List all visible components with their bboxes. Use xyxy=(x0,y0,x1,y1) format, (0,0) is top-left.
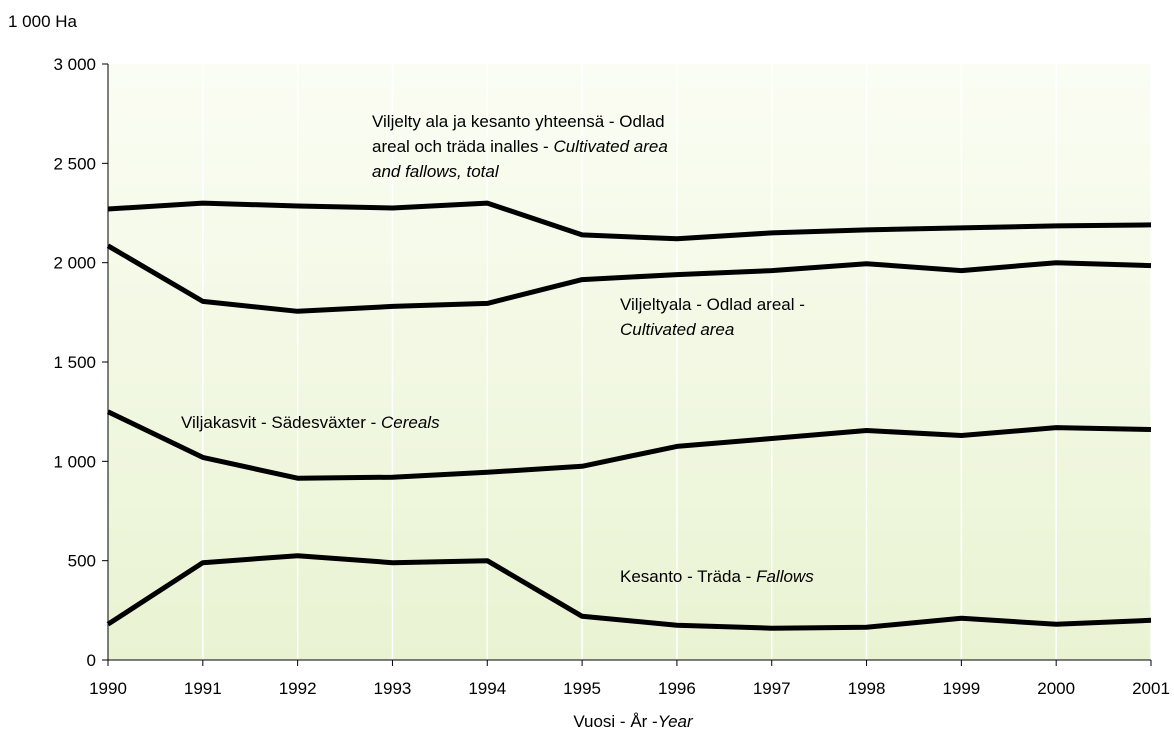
x-axis-label: Vuosi - År -Year xyxy=(573,712,694,731)
x-tick-label: 1990 xyxy=(89,679,127,698)
series-label-total: areal och träda inalles - Cultivated are… xyxy=(372,137,668,156)
series-line-cereals xyxy=(106,409,1152,481)
x-tick-label: 1991 xyxy=(184,679,222,698)
series-label-cereals: Viljakasvit - Sädesväxter - Cereals xyxy=(181,413,440,432)
y-tick-label: 1 500 xyxy=(53,353,96,372)
series-label-cultivated: Viljeltyala - Odlad areal - xyxy=(620,295,805,314)
x-tick-label: 1992 xyxy=(279,679,317,698)
series-label-fallows: Kesanto - Träda - Fallows xyxy=(620,567,814,586)
series-labels: Viljelty ala ja kesanto yhteensä - Odlad… xyxy=(181,112,814,586)
series-line-cultivated xyxy=(106,243,1152,314)
grid-lines xyxy=(202,64,1152,660)
axes: 0 500 1 000 1 500 2 000 2 500 3 000 1990 1991 199… xyxy=(53,55,1169,698)
series-label-cultivated: Cultivated area xyxy=(620,320,734,339)
x-axis-label-plain: Vuosi - År - xyxy=(573,712,657,731)
y-tick-label: 500 xyxy=(68,552,96,571)
x-tick-label: 1996 xyxy=(658,679,696,698)
x-tick-label: 1994 xyxy=(468,679,506,698)
x-tick-label: 1997 xyxy=(753,679,791,698)
series-label-total: Viljelty ala ja kesanto yhteensä - Odlad xyxy=(372,112,665,131)
y-axis-label: 1 000 Ha xyxy=(8,12,78,31)
y-tick-label: 3 000 xyxy=(53,55,96,74)
x-tick-label: 1998 xyxy=(848,679,886,698)
x-axis-label-italic: Year xyxy=(658,712,694,731)
series-line-total xyxy=(107,200,1152,242)
y-tick-label: 1 000 xyxy=(53,452,96,471)
series-lines xyxy=(106,200,1152,631)
x-tick-label: 2000 xyxy=(1037,679,1075,698)
plot-area xyxy=(108,64,1151,660)
x-tick-label: 1993 xyxy=(374,679,412,698)
x-tick-label: 2001 xyxy=(1132,679,1170,698)
x-tick-label: 1999 xyxy=(942,679,980,698)
y-tick-label: 0 xyxy=(87,651,96,670)
series-label-total: and fallows, total xyxy=(372,162,500,181)
y-tick-label: 2 000 xyxy=(53,254,96,273)
y-tick-label: 2 500 xyxy=(53,154,96,173)
x-tick-label: 1995 xyxy=(563,679,601,698)
series-line-fallows xyxy=(106,553,1152,631)
